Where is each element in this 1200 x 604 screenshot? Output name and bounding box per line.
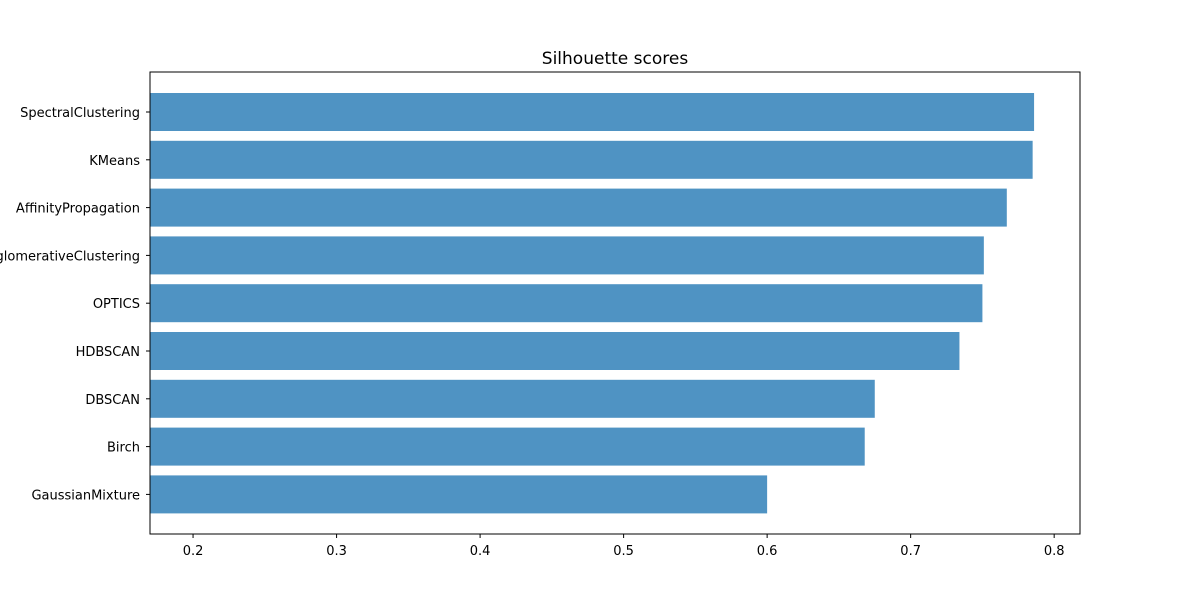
y-tick-label: DBSCAN xyxy=(85,393,140,408)
y-tick-label: HDBSCAN xyxy=(76,345,140,360)
bars-layer xyxy=(150,93,1035,514)
y-tick-label: AgglomerativeClustering xyxy=(0,249,140,264)
bar-hdbscan xyxy=(150,332,960,370)
bar-agglomerativeclustering xyxy=(150,236,984,275)
y-tick-label: SpectralClustering xyxy=(20,106,140,121)
bar-dbscan xyxy=(150,379,875,418)
bar-optics xyxy=(150,284,983,323)
chart-title: Silhouette scores xyxy=(542,49,689,69)
y-tick-label: OPTICS xyxy=(93,297,140,312)
x-tick-label: 0.7 xyxy=(900,544,921,559)
bar-spectralclustering xyxy=(150,93,1035,131)
bar-birch xyxy=(150,427,865,466)
bar-gaussianmixture xyxy=(150,475,768,514)
bar-affinitypropagation xyxy=(150,188,1007,227)
x-tick-label: 0.8 xyxy=(1044,544,1065,559)
y-tick-label: AffinityPropagation xyxy=(16,202,140,217)
x-tick-label: 0.3 xyxy=(326,544,347,559)
y-tick-label: GaussianMixture xyxy=(31,488,140,503)
x-tick-label: 0.2 xyxy=(183,544,204,559)
y-tick-label: Birch xyxy=(107,441,140,456)
ticks-layer: SpectralClustering KMeans AffinityPropagat… xyxy=(0,106,1065,559)
bar-kmeans xyxy=(150,140,1033,179)
x-tick-label: 0.4 xyxy=(470,544,491,559)
x-tick-label: 0.6 xyxy=(757,544,778,559)
x-tick-label: 0.5 xyxy=(613,544,634,559)
y-tick-label: KMeans xyxy=(89,154,140,169)
